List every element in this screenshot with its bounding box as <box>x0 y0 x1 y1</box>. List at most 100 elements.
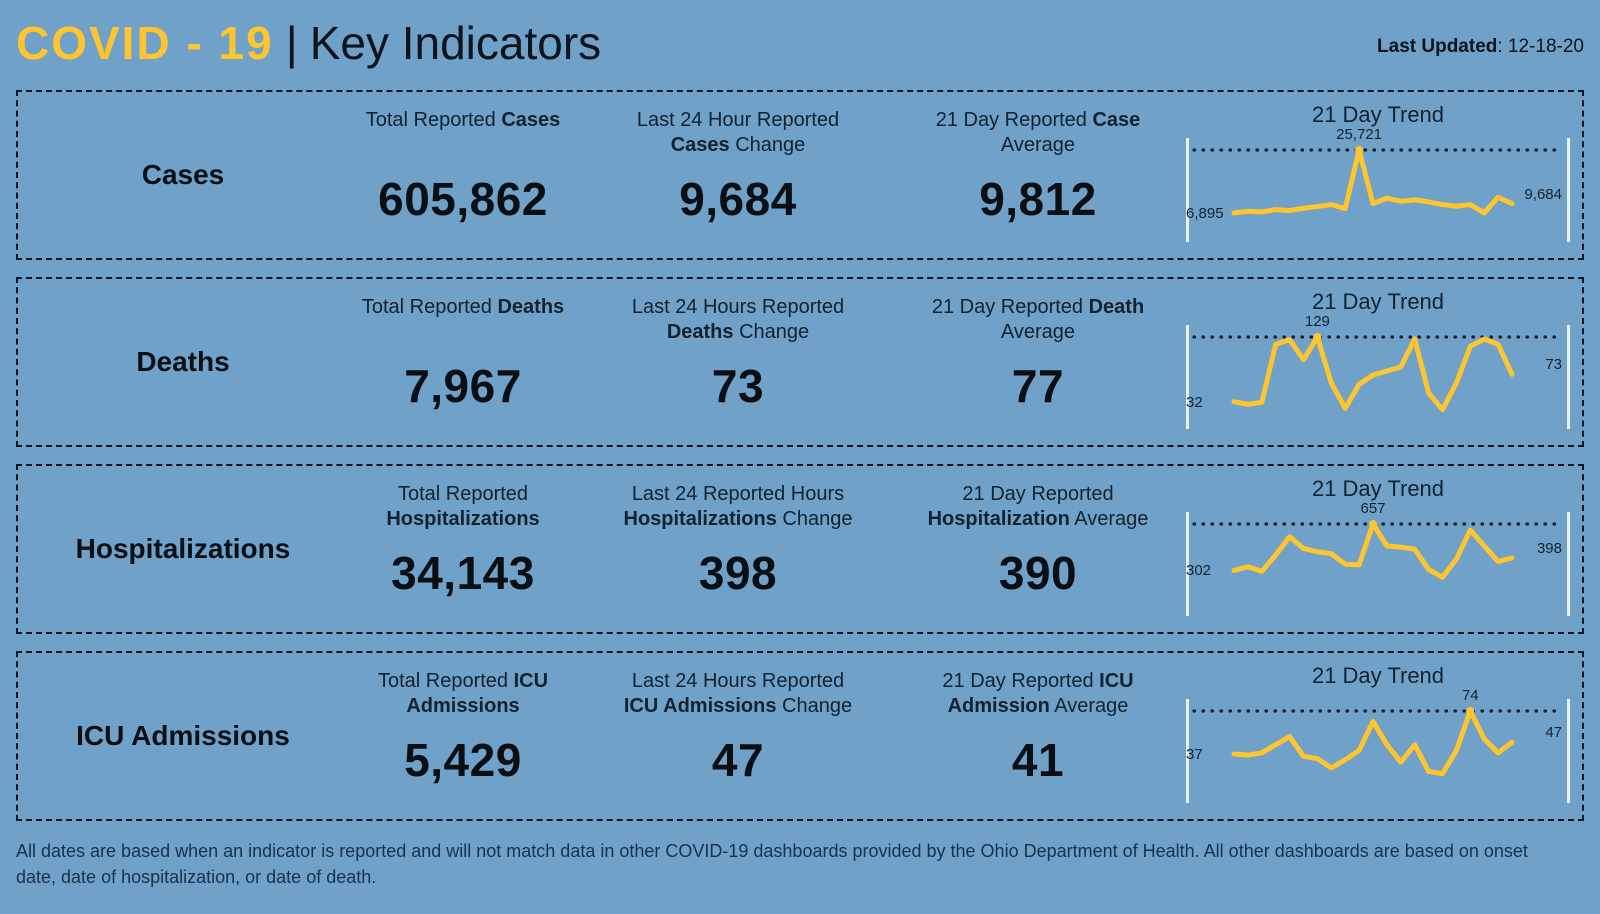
stat-header-line: Admissions <box>406 695 520 717</box>
trend-end-label: 73 <box>1545 356 1562 374</box>
trend-peak-label: 657 <box>1360 500 1386 517</box>
stat-header: 21 Day Reported Hospitalization Average <box>928 482 1149 532</box>
stat-header: 21 Day Reported Death Average <box>932 295 1144 345</box>
stat-header-line: Last 24 Reported Hours <box>631 483 845 505</box>
stat-header-line: Hospitalizations Change <box>623 508 853 530</box>
stat-value: 398 <box>698 547 778 599</box>
trend-peak-label: 25,721 <box>1336 126 1383 143</box>
stat-header-line: Hospitalization Average <box>927 508 1149 530</box>
trend-section: 21 Day Trend 302 657 398 <box>1178 466 1582 632</box>
stat-21day-average: 21 Day Reported Case Average 9,812 <box>898 92 1178 258</box>
trend-sparkline: 32 129 73 <box>1186 313 1570 431</box>
stat-header-line: 21 Day Reported Death <box>931 296 1145 318</box>
trend-end-label: 47 <box>1545 724 1562 742</box>
axis-bar-left <box>1186 512 1189 616</box>
trend-end-label: 398 <box>1536 539 1562 557</box>
last-updated-label: Last Updated <box>1377 36 1498 57</box>
indicator-panels: Cases Total Reported Cases 605,862 Last … <box>16 90 1584 821</box>
stat-header-line: Average <box>1000 321 1076 343</box>
stat-value: 41 <box>1011 734 1065 786</box>
peak-dot <box>1355 146 1364 154</box>
stat-header: Total Reported Cases <box>366 108 561 158</box>
trend-section: 21 Day Trend 32 129 73 <box>1178 279 1582 445</box>
trend-sparkline: 37 74 47 <box>1186 687 1570 805</box>
axis-bar-right <box>1567 512 1570 616</box>
stat-header-line: 21 Day Reported Case <box>935 109 1141 131</box>
stat-header: Last 24 Reported Hours Hospitalizations … <box>624 482 853 532</box>
axis-bar-right <box>1567 138 1570 242</box>
stat-header-line: Total Reported ICU <box>377 670 549 692</box>
trend-start-label: 37 <box>1186 746 1203 763</box>
trend-section: 21 Day Trend 6,895 25,721 9,684 <box>1178 92 1582 258</box>
stat-header-line: Last 24 Hours Reported <box>631 296 845 318</box>
stat-value: 47 <box>711 734 765 786</box>
indicator-panel: ICU Admissions Total Reported ICU Admiss… <box>16 651 1584 821</box>
stat-header-line: 21 Day Reported ICU <box>942 670 1134 692</box>
trend-start-label: 6,895 <box>1186 204 1224 222</box>
trend-line <box>1231 708 1515 777</box>
stat-value: 7,967 <box>404 360 522 412</box>
trend-title: 21 Day Trend <box>1311 102 1445 127</box>
trend-end-label: 9,684 <box>1524 185 1562 203</box>
trend-peak-label: 129 <box>1304 313 1330 330</box>
stat-header: Total Reported ICU Admissions <box>378 669 548 719</box>
stat-total: Total Reported Hospitalizations 34,143 <box>348 466 578 632</box>
trend-start-label: 302 <box>1186 562 1212 580</box>
stat-total: Total Reported Deaths 7,967 <box>348 279 578 445</box>
row-label: Deaths <box>136 346 230 377</box>
stat-header-line: Average <box>1000 134 1076 156</box>
peak-dot <box>1313 333 1322 341</box>
stat-21day-average: 21 Day Reported ICU Admission Average 41 <box>898 653 1178 819</box>
stat-total: Total Reported ICU Admissions 5,429 <box>348 653 578 819</box>
stat-value: 9,812 <box>979 173 1097 225</box>
row-label: Hospitalizations <box>75 533 291 564</box>
trend-section: 21 Day Trend 37 74 47 <box>1178 653 1582 819</box>
footer-note: All dates are based when an indicator is… <box>16 841 1528 888</box>
axis-bar-left <box>1186 138 1189 242</box>
stat-value: 390 <box>998 547 1078 599</box>
stat-header: 21 Day Reported Case Average <box>936 108 1141 158</box>
stat-value: 9,684 <box>679 173 797 225</box>
page-title: COVID - 19 | Key Indicators <box>16 16 601 70</box>
stat-header-line: Last 24 Hour Reported <box>636 109 840 131</box>
axis-bar-left <box>1186 325 1189 429</box>
stat-header-line: Total Reported Deaths <box>361 296 565 318</box>
last-updated-value: : 12-18-20 <box>1497 36 1584 57</box>
stat-value: 5,429 <box>404 734 522 786</box>
row-label: ICU Admissions <box>76 720 290 751</box>
stat-header: Last 24 Hour Reported Cases Change <box>637 108 839 158</box>
stat-header-line: Admission Average <box>947 695 1129 717</box>
stat-value: 77 <box>1011 360 1065 412</box>
stat-header-line: Total Reported Cases <box>365 109 561 131</box>
stat-header: 21 Day Reported ICU Admission Average <box>942 669 1133 719</box>
title-text: Key Indicators <box>309 17 602 69</box>
stat-header-line: Deaths Change <box>666 321 810 343</box>
axis-bar-right <box>1567 699 1570 803</box>
stat-24h-change: Last 24 Hours Reported ICU Admissions Ch… <box>578 653 898 819</box>
stat-header-line: Last 24 Hours Reported <box>631 670 845 692</box>
stat-header: Total Reported Hospitalizations <box>386 482 539 532</box>
title-brand: COVID - 19 <box>16 17 274 69</box>
stat-header: Total Reported Deaths <box>362 295 564 345</box>
stat-header: Last 24 Hours Reported ICU Admissions Ch… <box>624 669 852 719</box>
trend-start-label: 32 <box>1186 393 1203 411</box>
header: COVID - 19 | Key Indicators Last Updated: … <box>16 0 1584 90</box>
trend-line <box>1231 334 1515 413</box>
stat-header: Last 24 Hours Reported Deaths Change <box>632 295 844 345</box>
stat-24h-change: Last 24 Reported Hours Hospitalizations … <box>578 466 898 632</box>
stat-21day-average: 21 Day Reported Death Average 77 <box>898 279 1178 445</box>
stat-value: 605,862 <box>378 173 548 225</box>
stat-24h-change: Last 24 Hour Reported Cases Change 9,684 <box>578 92 898 258</box>
stat-header-line: Hospitalizations <box>386 508 540 530</box>
trend-peak-label: 74 <box>1461 687 1479 704</box>
trend-title: 21 Day Trend <box>1311 476 1445 501</box>
axis-bar-left <box>1186 699 1189 803</box>
stat-total: Total Reported Cases 605,862 <box>348 92 578 258</box>
stat-header-line: ICU Admissions Change <box>623 695 853 717</box>
indicator-panel: Cases Total Reported Cases 605,862 Last … <box>16 90 1584 260</box>
trend-sparkline: 302 657 398 <box>1186 500 1570 618</box>
row-label: Cases <box>141 159 225 190</box>
stat-header-line: 21 Day Reported <box>962 483 1114 505</box>
peak-dot <box>1466 707 1475 715</box>
